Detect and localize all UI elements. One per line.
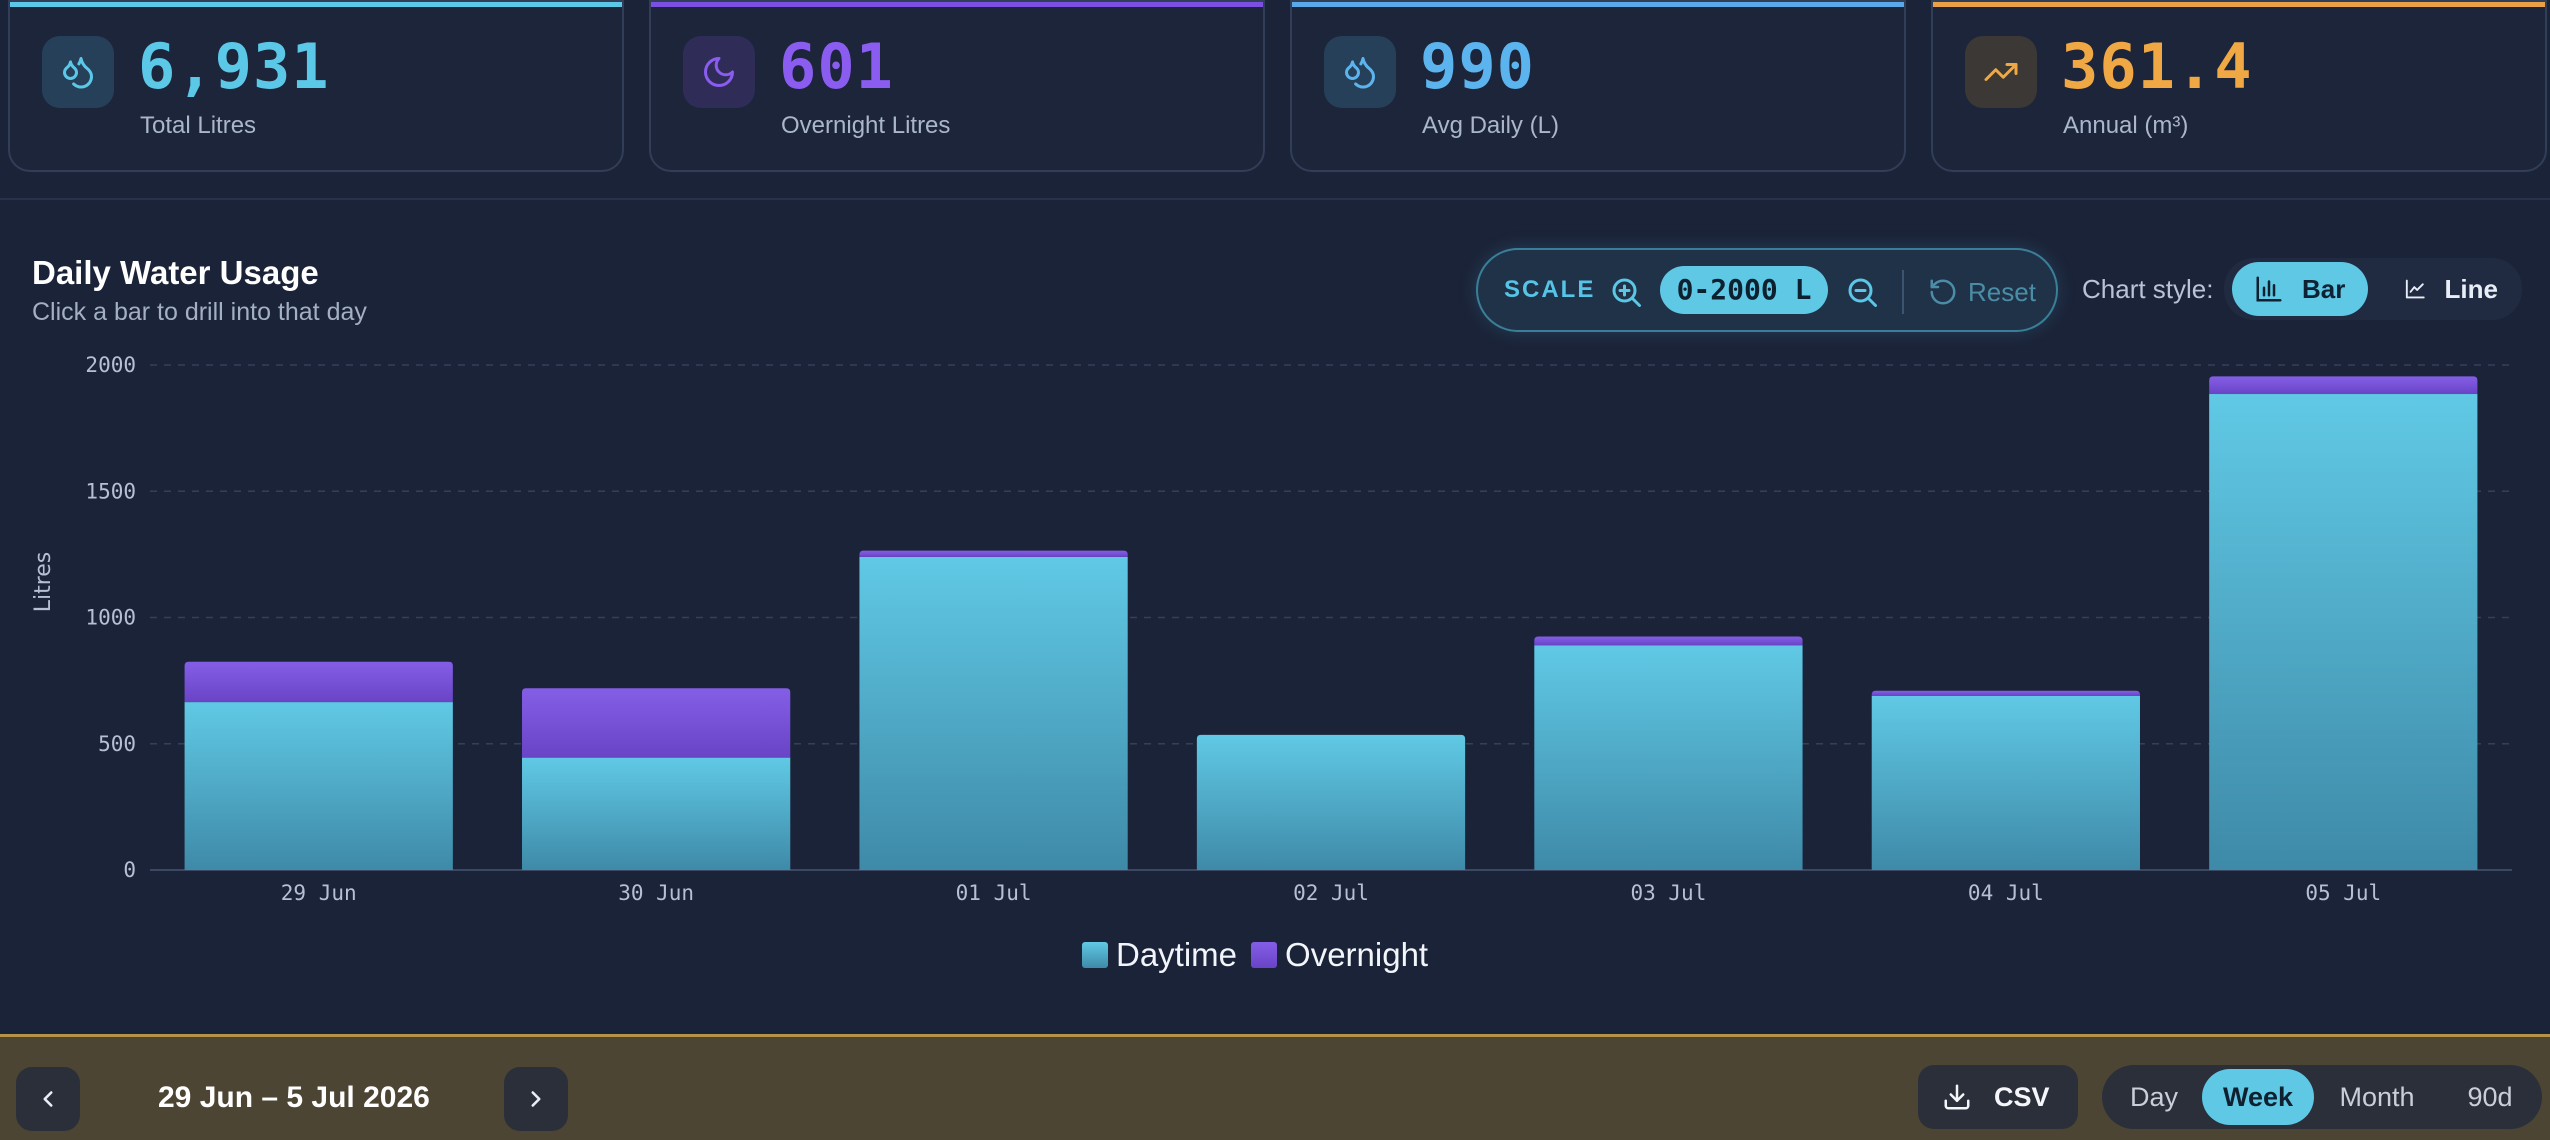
stat-card-annual: 361.4 Annual (m³) [1931, 0, 2547, 172]
y-tick-label: 2000 [85, 353, 136, 377]
droplets-icon [1324, 36, 1396, 108]
legend-swatch-overnight [1251, 942, 1278, 968]
line-chart-icon [2405, 279, 2425, 299]
x-tick-label: 04 Jul [1968, 881, 2044, 905]
bar-segment-overnight[interactable] [2209, 376, 2478, 395]
style-bar-label: Bar [2302, 273, 2346, 304]
stats-row: 6,931 Total Litres 601 Overnight Litres … [8, 0, 2548, 172]
bar-group[interactable] [1534, 636, 1803, 870]
range-month-button[interactable]: Month [2339, 1082, 2415, 1112]
stat-value: 6,931 [138, 30, 330, 103]
scale-separator [1902, 270, 1904, 314]
stat-label: Annual (m³) [2063, 112, 2189, 139]
chart-style-toggle: Bar Line [2224, 258, 2522, 320]
stat-card-overnight-litres: 601 Overnight Litres [649, 0, 1265, 172]
x-tick-label: 29 Jun [281, 881, 357, 905]
y-tick-label: 1500 [85, 479, 136, 503]
chart-title: Daily Water Usage [32, 254, 319, 291]
section-divider [0, 198, 2550, 200]
bar-group[interactable] [2209, 376, 2478, 870]
range-week-button[interactable]: Week [2202, 1069, 2314, 1125]
bar-segment-daytime[interactable] [1534, 645, 1803, 870]
stat-card-total-litres: 6,931 Total Litres [8, 0, 624, 172]
chevron-right-icon [531, 1091, 541, 1107]
csv-label: CSV [1994, 1081, 2050, 1112]
footer-bar: 29 Jun – 5 Jul 2026 CSV Day Week Month 9… [0, 1034, 2550, 1140]
csv-export-button[interactable]: CSV [1918, 1065, 2078, 1129]
style-line-label: Line [2444, 273, 2498, 304]
stat-value: 990 [1420, 30, 1535, 103]
legend-item-overnight[interactable]: Overnight [1251, 936, 1428, 974]
style-line-button[interactable]: Line [2382, 262, 2520, 316]
y-tick-label: 0 [123, 858, 136, 882]
chevron-left-icon [43, 1091, 53, 1107]
download-icon [1944, 1084, 1970, 1110]
bar-chart-icon [2256, 276, 2282, 302]
moon-icon [683, 36, 755, 108]
bar-segment-overnight[interactable] [184, 661, 453, 703]
bar-segment-overnight[interactable] [522, 688, 791, 758]
trending-up-icon [1965, 36, 2037, 108]
chart-subtitle: Click a bar to drill into that day [32, 298, 367, 326]
legend-label-overnight: Overnight [1285, 936, 1429, 973]
x-tick-label: 30 Jun [618, 881, 694, 905]
stat-value: 361.4 [2061, 30, 2253, 103]
bar-segment-daytime[interactable] [1196, 734, 1466, 870]
bar-group[interactable] [1196, 734, 1466, 870]
bar-segment-overnight[interactable] [1534, 636, 1803, 646]
chart-legend: Daytime Overnight [1082, 936, 1428, 974]
x-tick-label: 05 Jul [2305, 881, 2381, 905]
range-day-button[interactable]: Day [2129, 1082, 2178, 1112]
bar-segment-daytime[interactable] [2209, 394, 2478, 870]
chart-style-label: Chart style: [2082, 274, 2214, 304]
bar-segment-overnight[interactable] [1871, 690, 2140, 696]
water-usage-chart: 0 500 1000 1500 2000 Litres 29 Jun 30 Jun 01 Jul… [0, 340, 2550, 980]
zoom-in-icon[interactable] [1608, 274, 1644, 310]
zoom-out-icon[interactable] [1844, 274, 1880, 310]
bar-segment-daytime[interactable] [522, 757, 791, 870]
next-period-button[interactable] [504, 1067, 568, 1131]
reset-button[interactable]: Reset [1928, 274, 2036, 310]
reset-label: Reset [1968, 276, 2036, 307]
y-tick-label: 500 [98, 732, 136, 756]
x-tick-label: 02 Jul [1293, 881, 1369, 905]
stat-label: Overnight Litres [781, 112, 951, 139]
y-axis-label: Litres [31, 552, 56, 613]
legend-item-daytime[interactable]: Daytime [1082, 936, 1237, 974]
droplets-icon [42, 36, 114, 108]
bar-segment-daytime[interactable] [1871, 695, 2140, 870]
stat-card-avg-daily: 990 Avg Daily (L) [1290, 0, 1906, 172]
scale-value-badge: 0-2000 L [1660, 266, 1828, 314]
chart-canvas: 0 500 1000 1500 2000 Litres 29 Jun 30 Jun 01 Jul… [31, 353, 2512, 905]
reset-icon [1930, 279, 1956, 305]
bar-segment-daytime[interactable] [859, 556, 1128, 870]
y-tick-label: 1000 [85, 606, 136, 630]
style-bar-button[interactable]: Bar [2232, 262, 2368, 316]
bar-segment-overnight[interactable] [859, 550, 1128, 557]
scale-label: SCALE [1504, 276, 1596, 303]
stat-value: 601 [779, 30, 894, 103]
stat-label: Total Litres [140, 112, 257, 139]
legend-label-daytime: Daytime [1116, 936, 1238, 973]
date-range-label: 29 Jun – 5 Jul 2026 [158, 1081, 430, 1114]
bar-group[interactable] [859, 550, 1128, 870]
legend-swatch-daytime [1082, 942, 1108, 968]
x-tick-label: 03 Jul [1630, 881, 1706, 905]
bar-segment-daytime[interactable] [184, 702, 453, 870]
bar-group[interactable] [184, 661, 453, 870]
scale-control: SCALE 0-2000 L Reset [1476, 248, 2058, 332]
range-90d-button[interactable]: 90d [2467, 1082, 2513, 1112]
x-tick-label: 01 Jul [956, 881, 1032, 905]
prev-period-button[interactable] [16, 1067, 80, 1131]
stat-label: Avg Daily (L) [1422, 112, 1559, 139]
bar-group[interactable] [1871, 690, 2140, 870]
bar-group[interactable] [522, 688, 791, 870]
range-selector: Day Week Month 90d [2102, 1065, 2542, 1129]
